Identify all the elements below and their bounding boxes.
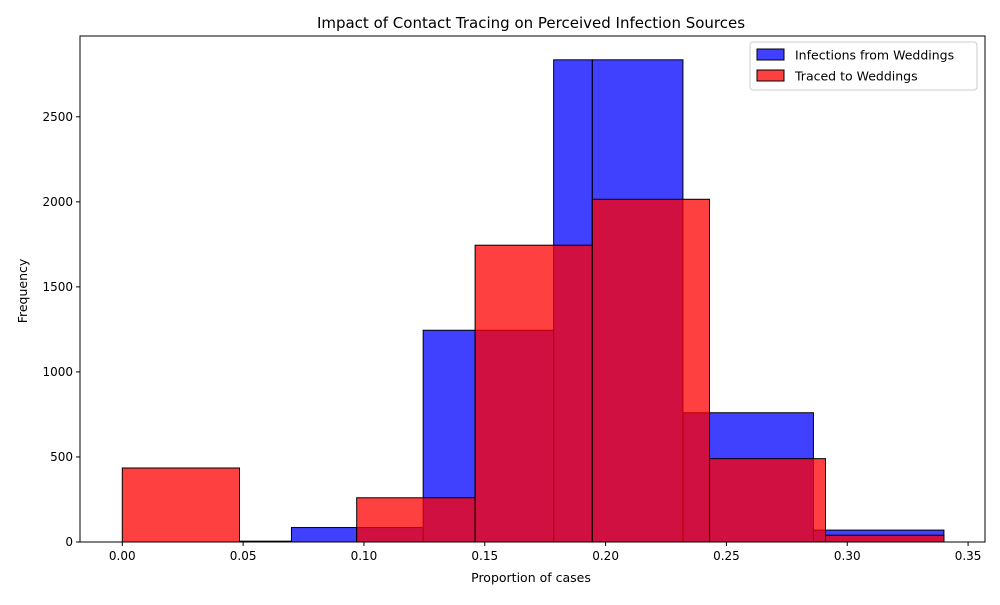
legend-label-traced: Traced to Weddings <box>794 69 918 84</box>
x-axis-label: Proportion of cases <box>471 570 591 585</box>
x-tick-label: 0.30 <box>834 549 861 563</box>
y-tick-label: 500 <box>50 450 73 464</box>
legend-label-infections: Infections from Weddings <box>795 48 954 63</box>
x-tick-label: 0.10 <box>351 549 378 563</box>
plot-frame <box>79 35 986 543</box>
y-tick-label: 2500 <box>42 110 73 124</box>
chart-title: Impact of Contact Tracing on Perceived I… <box>317 14 745 32</box>
y-tick-label: 1500 <box>42 280 73 294</box>
legend-swatch-traced <box>756 69 785 82</box>
y-axis: 0 500 1000 1500 2000 2500 <box>42 110 80 549</box>
traced-bar-2 <box>474 244 593 543</box>
x-axis: 0.00 0.05 0.10 0.15 0.20 0.25 0.30 0.35 <box>109 542 982 563</box>
x-tick-label: 0.35 <box>955 549 982 563</box>
x-tick-label: 0.25 <box>713 549 740 563</box>
y-tick-label: 1000 <box>42 365 73 379</box>
series-traced-bars <box>121 198 945 543</box>
traced-bar-4 <box>709 458 827 543</box>
legend: Infections from Weddings Traced to Weddi… <box>749 41 978 91</box>
y-tick-label: 2000 <box>42 195 73 209</box>
x-tick-label: 0.15 <box>471 549 498 563</box>
x-tick-label: 0.05 <box>230 549 257 563</box>
traced-bar-5 <box>825 534 945 543</box>
legend-swatch-infections <box>756 48 785 61</box>
y-axis-label: Frequency <box>15 258 30 323</box>
y-tick-label: 0 <box>65 535 73 549</box>
x-tick-label: 0.00 <box>109 549 136 563</box>
infections-bar-1 <box>290 527 358 543</box>
traced-bar-3 <box>591 198 711 543</box>
traced-bar-1 <box>356 497 476 543</box>
legend-box <box>749 41 978 91</box>
x-tick-label: 0.20 <box>592 549 619 563</box>
traced-bar-0 <box>121 467 240 543</box>
